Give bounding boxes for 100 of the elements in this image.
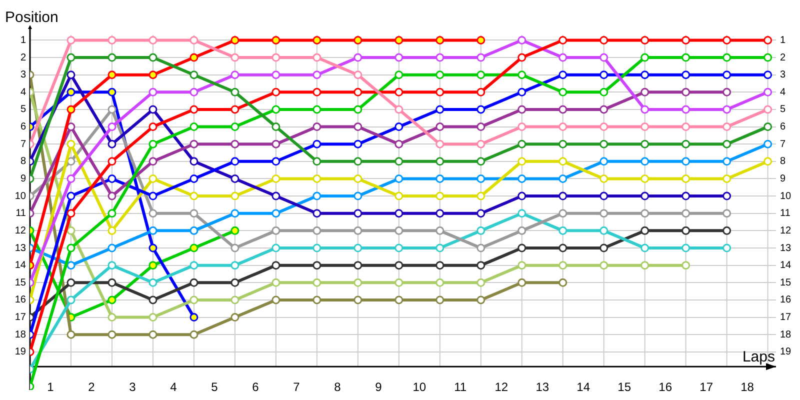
point	[66, 53, 76, 62]
point	[476, 122, 486, 132]
point	[312, 53, 322, 62]
point	[148, 296, 158, 304]
point	[436, 226, 444, 235]
point	[436, 192, 444, 200]
point	[230, 278, 240, 287]
point	[558, 70, 568, 80]
point	[190, 209, 198, 218]
point	[682, 192, 690, 200]
point	[108, 330, 116, 339]
point	[518, 209, 526, 218]
point	[558, 105, 568, 114]
point	[640, 174, 650, 183]
point	[558, 209, 568, 218]
point	[148, 105, 158, 114]
point	[312, 105, 322, 114]
point	[722, 140, 732, 148]
point	[476, 226, 486, 235]
x-tick-label: 6	[252, 380, 260, 394]
x-tick-label: 12	[494, 380, 508, 394]
point	[148, 157, 158, 166]
point	[312, 192, 322, 200]
point	[66, 105, 76, 114]
point	[764, 140, 772, 148]
point	[190, 174, 198, 183]
point	[108, 226, 116, 235]
point	[682, 105, 690, 114]
point	[66, 226, 76, 235]
point	[230, 192, 240, 200]
point	[518, 174, 526, 183]
point	[190, 140, 198, 148]
y-tick-label: 7	[20, 138, 26, 150]
point	[518, 122, 526, 132]
point	[518, 157, 526, 166]
x-tick-label: 8	[334, 380, 342, 394]
y2-tick-label: 15	[780, 277, 792, 288]
y-tick-label: 8	[20, 156, 26, 168]
point	[476, 53, 486, 62]
point	[190, 244, 198, 252]
point	[764, 36, 772, 44]
point	[600, 209, 608, 218]
point	[682, 261, 690, 270]
y-tick-label: 1	[20, 34, 26, 46]
point	[354, 140, 362, 148]
point	[272, 105, 280, 114]
point	[272, 70, 280, 80]
point	[476, 36, 486, 44]
point	[558, 192, 568, 200]
x-tick-label: 13	[536, 380, 550, 394]
y2-tick-label: 4	[780, 86, 786, 98]
point	[190, 70, 198, 80]
point	[558, 157, 568, 166]
point	[518, 261, 526, 270]
point	[640, 192, 650, 200]
point	[558, 36, 568, 44]
point	[476, 261, 486, 270]
point	[312, 36, 322, 44]
point	[148, 192, 158, 200]
point	[518, 278, 526, 287]
point	[558, 244, 568, 252]
point	[354, 226, 362, 235]
y2-tick-label: 18	[780, 329, 792, 340]
y2-tick-label: 7	[780, 138, 786, 150]
point	[312, 209, 322, 218]
y-tick-label: 5	[20, 104, 26, 116]
point	[272, 53, 280, 62]
point	[436, 296, 444, 304]
point	[354, 105, 362, 114]
point	[354, 53, 362, 62]
point	[436, 88, 444, 96]
point	[66, 209, 76, 218]
point	[148, 330, 158, 339]
point	[600, 122, 608, 132]
point	[148, 140, 158, 148]
point	[230, 36, 240, 44]
point	[312, 226, 322, 235]
point	[272, 209, 280, 218]
point	[682, 209, 690, 218]
point	[764, 157, 772, 166]
point	[682, 174, 690, 183]
point	[640, 53, 650, 62]
point	[394, 53, 404, 62]
point	[394, 70, 404, 80]
point	[682, 53, 690, 62]
point	[108, 140, 116, 148]
point	[108, 36, 116, 44]
y-tick-label: 19	[14, 346, 26, 358]
point	[272, 278, 280, 287]
point	[66, 330, 76, 339]
point	[66, 261, 76, 270]
x-tick-label: 2	[88, 380, 96, 394]
point	[312, 278, 322, 287]
point	[148, 70, 158, 80]
point	[230, 261, 240, 270]
x-tick-label: 9	[375, 380, 382, 394]
point	[66, 278, 76, 287]
point	[436, 174, 444, 183]
point	[764, 105, 772, 114]
point	[682, 140, 690, 148]
